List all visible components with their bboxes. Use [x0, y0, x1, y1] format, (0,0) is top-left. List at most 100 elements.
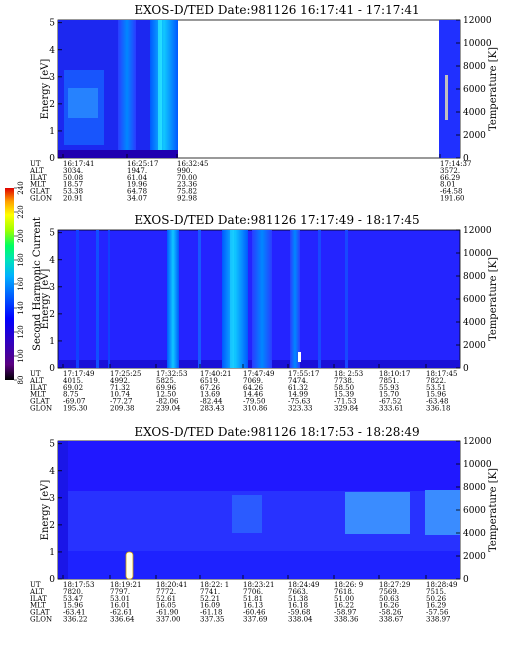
orbit-value: 18.57	[63, 181, 83, 189]
colorbar-tick-label: 120	[17, 325, 25, 338]
orbit-value: -60.46	[243, 609, 266, 617]
orbit-value: 15.96	[63, 602, 84, 610]
colorbar: 80 100 120 140 160 180 200 220 240 Second Harmon…	[5, 181, 43, 384]
ytick-label: 4	[49, 467, 55, 477]
panel-1-y2label: Temperature [K]	[488, 47, 499, 131]
orbit-value: 16.29	[426, 602, 446, 610]
orbit-value: 7741.	[200, 588, 220, 596]
panel-1-bright-patch	[68, 88, 98, 118]
orbit-value: 338.36	[334, 616, 359, 624]
orbit-value: 18:10:17	[379, 370, 410, 378]
y2tick-label: 10000	[463, 249, 492, 259]
colorbar-ticks: 80 100 120 140 160 180 200 220 240	[14, 181, 25, 384]
orbit-value: 239.04	[156, 405, 181, 413]
orbit-value: 4992.	[110, 377, 130, 385]
orbit-value: 18: 2:53	[334, 370, 363, 378]
orbit-row-label: ILAT	[30, 174, 47, 182]
orbit-value: 53.51	[426, 384, 446, 392]
orbit-value: 16.01	[110, 602, 130, 610]
ytick-label: 1	[49, 127, 55, 137]
orbit-row-label: MLT	[30, 181, 46, 189]
panel-2-spike	[298, 352, 301, 362]
orbit-value: -64.58	[440, 188, 462, 196]
orbit-value: 16.09	[200, 602, 220, 610]
orbit-row-label: UT	[30, 581, 41, 589]
orbit-value: 7851.	[379, 377, 399, 385]
panel-2-streak	[290, 230, 300, 368]
y2tick-label: 10000	[463, 460, 492, 470]
orbit-row-label: UT	[30, 160, 41, 168]
orbit-value: -67.52	[379, 398, 401, 406]
orbit-value: -58.26	[379, 609, 402, 617]
panel-3-spectrogram	[58, 441, 460, 580]
orbit-value: 990.	[177, 167, 193, 175]
panel-2-streak	[252, 230, 272, 368]
orbit-value: 51.38	[288, 595, 308, 603]
orbit-value: -62.61	[110, 609, 132, 617]
colorbar-tick-label: 220	[17, 205, 25, 218]
y2tick-label: 12000	[463, 226, 492, 236]
orbit-value: 64.26	[243, 384, 264, 392]
orbit-value: 17:32:53	[156, 370, 187, 378]
y2tick-label: 6000	[463, 85, 486, 95]
orbit-value: 310.86	[243, 405, 268, 413]
orbit-value: 13.69	[200, 391, 220, 399]
orbit-value: 338.04	[288, 616, 313, 624]
orbit-value: 336.18	[426, 405, 451, 413]
panel-3-bright-patch	[425, 490, 460, 535]
ytick-label: 4	[49, 46, 55, 56]
panel-1-base-band	[58, 150, 178, 158]
orbit-value: 14.99	[288, 391, 308, 399]
ytick-label: 5	[49, 19, 55, 29]
panel-2-yticks: 0 1 2 3 4 5	[49, 229, 62, 374]
y2tick-label: 4000	[463, 529, 486, 539]
orbit-value: -71.53	[334, 398, 356, 406]
panel-2-streak	[318, 230, 321, 368]
ytick-label: 1	[49, 548, 55, 558]
orbit-value: 16.26	[379, 602, 400, 610]
orbit-value: 16:32:45	[177, 160, 208, 168]
y2tick-label: 4000	[463, 318, 486, 328]
orbit-value: 337.69	[243, 616, 268, 624]
orbit-value: 15.96	[426, 391, 447, 399]
orbit-value: 329.84	[334, 405, 359, 413]
orbit-value: 92.98	[177, 195, 197, 203]
orbit-value: 53.38	[63, 188, 83, 196]
colorbar-label: Second Harmonic Current	[32, 217, 43, 351]
orbit-value: 7618.	[334, 588, 354, 596]
orbit-value: 19.96	[127, 181, 148, 189]
panel-2-streak	[198, 230, 201, 368]
ytick-label: 2	[49, 100, 55, 110]
orbit-row-label: ILAT	[30, 384, 47, 392]
orbit-value: 337.35	[200, 616, 225, 624]
orbit-value: 7797.	[110, 588, 130, 596]
orbit-value: 191.60	[440, 195, 465, 203]
y2tick-label: 0	[463, 575, 469, 585]
orbit-value: 53.01	[110, 595, 130, 603]
ytick-label: 0	[49, 154, 55, 164]
ytick-label: 1	[49, 337, 55, 347]
colorbar-tick-label: 140	[17, 301, 25, 314]
orbit-value: 61.04	[127, 174, 148, 182]
panel-2: EXOS-D/TED Date:981126 17:17:49 - 18:17:…	[29, 213, 499, 413]
panel-2-y2ticks: 0 2000 4000 6000 8000 10000 12000	[456, 226, 492, 374]
y2tick-label: 12000	[463, 16, 492, 26]
orbit-value: 7069.	[243, 377, 263, 385]
orbit-value: 338.67	[379, 616, 404, 624]
orbit-value: 18:26: 9	[334, 581, 363, 589]
panel-3-y2label: Temperature [K]	[488, 468, 499, 552]
colorbar-tick-label: 200	[17, 229, 25, 242]
orbit-value: 52.21	[200, 595, 220, 603]
orbit-value: 18:27:29	[379, 581, 410, 589]
panel-1-mid-streak	[118, 20, 136, 158]
y2tick-label: 8000	[463, 483, 486, 493]
y2tick-label: 2000	[463, 131, 486, 141]
orbit-value: 7663.	[288, 588, 308, 596]
orbit-value: 50.63	[379, 595, 399, 603]
orbit-value: 3034.	[63, 167, 83, 175]
panel-3-y2ticks: 0 2000 4000 6000 8000 10000 12000	[456, 437, 492, 585]
panel-1-bright-streak	[150, 20, 178, 158]
panel-3-start-band	[58, 441, 68, 579]
orbit-value: 18:17:53	[63, 581, 94, 589]
